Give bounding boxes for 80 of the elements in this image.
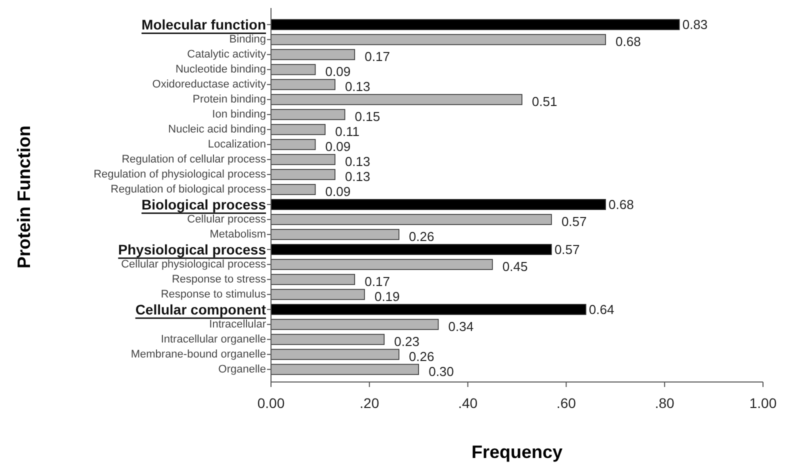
data-label: 0.17 xyxy=(364,49,390,64)
bar xyxy=(270,184,316,195)
x-axis-title: Frequency xyxy=(471,442,563,462)
data-label: 0.57 xyxy=(561,214,587,229)
y-tick-label: Physiological process xyxy=(118,241,266,258)
data-label: 0.19 xyxy=(374,288,400,304)
y-tick-label: Nucleic acid binding xyxy=(168,124,266,136)
y-tick-label: Cellular physiological process xyxy=(121,258,266,270)
bar xyxy=(270,199,606,210)
bar xyxy=(270,334,385,345)
x-tick-label: .60 xyxy=(556,395,576,411)
y-tick-label: Organelle xyxy=(218,363,266,376)
bar xyxy=(270,169,336,180)
y-tick-label: Regulation of biological process xyxy=(110,184,266,196)
y-tick-label: Response to stimulus xyxy=(160,288,266,300)
bar xyxy=(270,274,356,285)
bar xyxy=(270,124,326,136)
y-tick-label: Response to stress xyxy=(172,273,266,286)
bar xyxy=(270,318,439,330)
y-tick-label: Molecular function xyxy=(142,16,266,33)
data-label: 0.17 xyxy=(364,274,390,289)
bar xyxy=(270,79,336,90)
bar xyxy=(270,304,586,315)
y-tick-label: Catalytic activity xyxy=(187,48,266,61)
x-tick-label: 1.00 xyxy=(749,395,777,411)
data-label: 0.09 xyxy=(325,139,351,154)
x-tick-label: .40 xyxy=(458,395,478,411)
bar xyxy=(270,288,365,300)
bar xyxy=(270,19,680,30)
data-label: 0.26 xyxy=(408,348,434,364)
data-label: 0.09 xyxy=(325,184,351,200)
data-label: 0.51 xyxy=(532,94,558,110)
bar xyxy=(270,139,316,150)
data-label: 0.13 xyxy=(344,154,370,170)
x-tick-label: .20 xyxy=(360,395,380,411)
data-label: 0.13 xyxy=(344,79,370,94)
y-tick-label: Binding xyxy=(229,34,266,46)
data-label: 0.30 xyxy=(428,364,454,379)
y-tick-label: Cellular process xyxy=(187,213,266,226)
x-tick-label: 0.00 xyxy=(257,395,285,411)
data-label: 0.68 xyxy=(608,196,634,212)
y-tick-label: Nucleotide binding xyxy=(175,64,266,76)
y-tick-label: Localization xyxy=(208,138,266,151)
y-tick-label: Regulation of cellular process xyxy=(122,154,266,166)
bar xyxy=(270,244,552,255)
y-tick-label: Oxidoreductase activity xyxy=(152,78,266,91)
bar xyxy=(270,34,606,46)
bar xyxy=(270,154,336,166)
y-tick-label: Metabolism xyxy=(210,228,266,240)
x-tick-label: .80 xyxy=(654,395,675,411)
data-label: 0.45 xyxy=(502,258,528,274)
data-label: 0.68 xyxy=(616,34,641,50)
bar xyxy=(270,258,493,270)
data-label: 0.64 xyxy=(588,302,614,317)
data-label: 0.15 xyxy=(354,109,380,124)
data-label: 0.13 xyxy=(344,169,370,184)
bar xyxy=(270,228,400,240)
y-tick-label: Intracellular organelle xyxy=(160,333,266,346)
data-label: 0.09 xyxy=(325,64,351,80)
data-label: 0.57 xyxy=(554,242,580,257)
data-label: 0.34 xyxy=(448,318,474,334)
bar xyxy=(270,214,552,225)
y-tick-label: Ion binding xyxy=(212,108,266,121)
data-label: 0.83 xyxy=(682,17,708,32)
y-tick-label: Biological process xyxy=(142,196,266,212)
data-label: 0.26 xyxy=(408,228,434,244)
bar xyxy=(270,49,356,60)
bar xyxy=(270,348,400,360)
y-tick-label: Protein binding xyxy=(192,94,266,106)
bar xyxy=(270,64,316,76)
data-label: 0.11 xyxy=(335,124,360,140)
bar xyxy=(270,94,522,106)
y-tick-label: Regulation of physiological process xyxy=(94,168,266,181)
y-axis-title: Protein Function xyxy=(14,126,34,268)
y-tick-label: Membrane-bound organelle xyxy=(130,348,266,360)
bar xyxy=(270,364,419,375)
bar xyxy=(270,109,346,120)
y-tick-label: Intracellular xyxy=(209,318,266,330)
y-tick-label: Cellular component xyxy=(135,301,266,318)
data-label: 0.23 xyxy=(394,334,420,349)
